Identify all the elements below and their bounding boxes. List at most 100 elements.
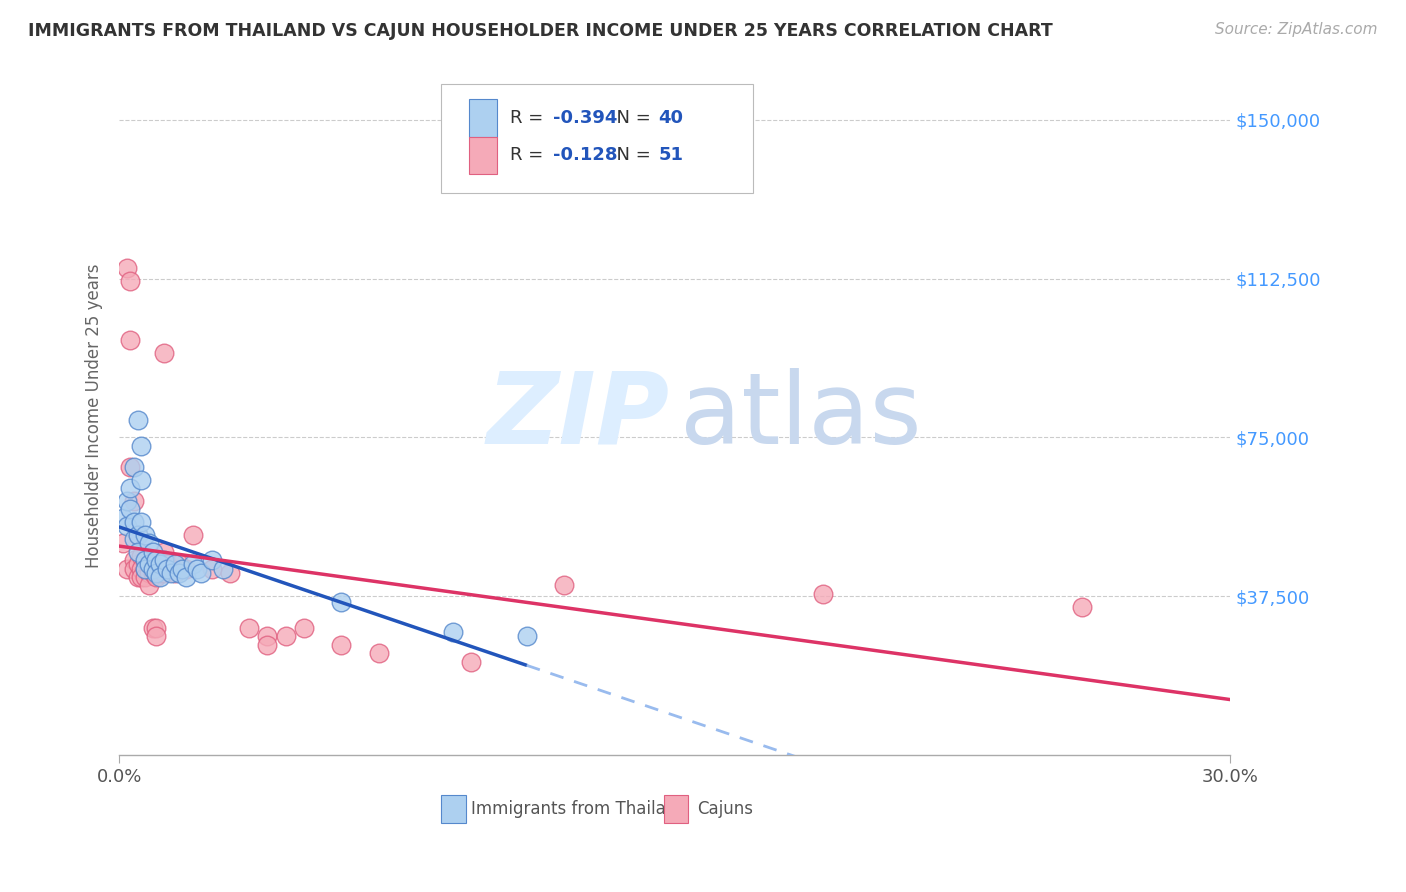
FancyBboxPatch shape (441, 84, 752, 193)
FancyBboxPatch shape (470, 99, 498, 136)
Text: Source: ZipAtlas.com: Source: ZipAtlas.com (1215, 22, 1378, 37)
Point (122, 459, 145, 474)
Text: -0.394: -0.394 (553, 109, 617, 127)
Point (149, 566, 172, 580)
Point (142, 566, 165, 580)
Point (149, 558, 172, 572)
Point (120, 481, 142, 495)
Point (142, 561, 165, 575)
Text: -0.128: -0.128 (553, 146, 617, 164)
Point (256, 638, 278, 652)
Point (127, 527, 149, 541)
Point (131, 439, 153, 453)
Point (330, 595, 353, 609)
Text: Cajuns: Cajuns (697, 800, 754, 818)
Point (294, 621, 316, 635)
Point (163, 566, 186, 580)
Point (145, 570, 167, 584)
Point (134, 561, 156, 575)
Point (156, 558, 179, 572)
Point (145, 621, 167, 635)
Point (127, 570, 149, 584)
Point (120, 333, 142, 347)
Point (460, 655, 482, 669)
Point (122, 515, 145, 529)
FancyBboxPatch shape (664, 796, 688, 822)
Text: ZIP: ZIP (486, 368, 669, 465)
Point (127, 527, 149, 541)
Point (256, 629, 278, 643)
Point (142, 621, 165, 635)
Text: R =: R = (510, 146, 550, 164)
Point (138, 566, 160, 580)
Point (115, 260, 138, 275)
Point (127, 544, 149, 558)
Text: 51: 51 (658, 146, 683, 164)
Point (134, 570, 156, 584)
Point (190, 566, 212, 580)
Point (138, 558, 160, 572)
Point (152, 553, 174, 567)
Point (134, 553, 156, 567)
Point (152, 345, 174, 359)
Point (152, 566, 174, 580)
Point (134, 527, 156, 541)
Point (131, 515, 153, 529)
Point (167, 558, 190, 572)
Point (120, 459, 142, 474)
Point (122, 532, 145, 546)
Point (163, 558, 186, 572)
Point (183, 558, 205, 572)
Point (174, 570, 197, 584)
Point (131, 570, 153, 584)
Text: N =: N = (605, 109, 657, 127)
Y-axis label: Householder Income Under 25 years: Householder Income Under 25 years (86, 264, 103, 568)
Point (131, 561, 153, 575)
Point (811, 587, 834, 601)
Point (127, 413, 149, 427)
FancyBboxPatch shape (441, 796, 465, 822)
Point (122, 553, 145, 567)
Point (274, 629, 297, 643)
Point (131, 549, 153, 563)
Point (145, 561, 167, 575)
Text: IMMIGRANTS FROM THAILAND VS CAJUN HOUSEHOLDER INCOME UNDER 25 YEARS CORRELATION : IMMIGRANTS FROM THAILAND VS CAJUN HOUSEH… (28, 22, 1053, 40)
Point (1071, 599, 1094, 614)
Point (186, 561, 208, 575)
Point (131, 473, 153, 487)
Point (183, 527, 205, 541)
Text: R =: R = (510, 109, 550, 127)
Point (330, 638, 353, 652)
Point (145, 629, 167, 643)
Point (145, 566, 167, 580)
Point (441, 625, 464, 640)
Point (167, 566, 190, 580)
Point (201, 561, 224, 575)
Point (111, 536, 134, 550)
Point (120, 274, 142, 288)
Point (138, 558, 160, 572)
Point (367, 646, 389, 660)
Point (122, 493, 145, 508)
Point (120, 502, 142, 516)
Point (115, 519, 138, 533)
Text: atlas: atlas (681, 368, 922, 465)
Point (134, 553, 156, 567)
Point (145, 553, 167, 567)
Point (115, 561, 138, 575)
Text: Immigrants from Thailand: Immigrants from Thailand (471, 800, 688, 818)
Point (219, 566, 242, 580)
Point (115, 493, 138, 508)
Point (160, 561, 183, 575)
Point (516, 629, 538, 643)
Point (138, 578, 160, 592)
FancyBboxPatch shape (470, 136, 498, 174)
Point (172, 561, 194, 575)
Point (149, 570, 172, 584)
Point (553, 578, 575, 592)
Text: 40: 40 (658, 109, 683, 127)
Point (238, 621, 260, 635)
Point (152, 544, 174, 558)
Point (201, 553, 224, 567)
Point (212, 561, 235, 575)
